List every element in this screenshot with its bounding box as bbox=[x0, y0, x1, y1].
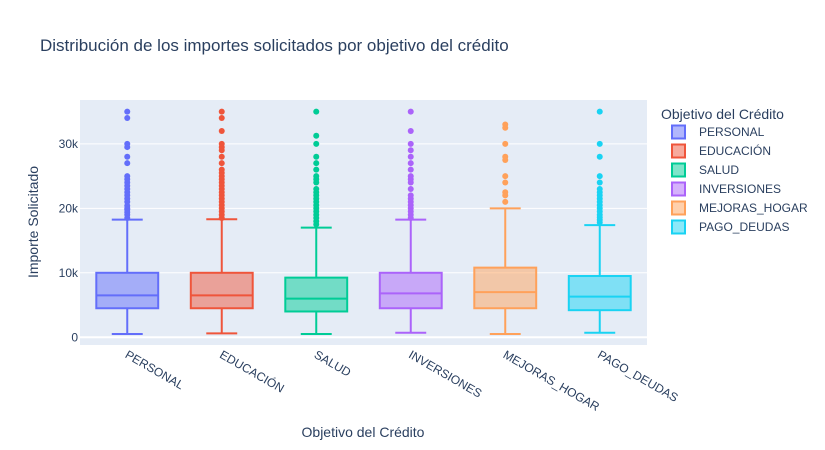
outlier-point[interactable] bbox=[502, 189, 509, 196]
box-salud[interactable] bbox=[284, 108, 349, 336]
y-tick-label: 30k bbox=[59, 137, 79, 151]
outlier-point[interactable] bbox=[218, 140, 225, 147]
y-tick-label: 20k bbox=[59, 201, 79, 215]
outlier-point[interactable] bbox=[124, 115, 131, 122]
outlier-point[interactable] bbox=[218, 115, 225, 122]
legend-item-salud[interactable]: SALUD bbox=[671, 162, 739, 178]
outlier-point[interactable] bbox=[407, 147, 414, 154]
iqr-box[interactable] bbox=[473, 266, 538, 310]
outlier-point[interactable] bbox=[502, 153, 509, 160]
y-tick-labels: 0 10k 20k 30k bbox=[59, 137, 79, 344]
y-axis-title: Importe Solicitado bbox=[25, 166, 41, 278]
iqr-box[interactable] bbox=[378, 271, 443, 310]
outlier-point[interactable] bbox=[596, 185, 603, 192]
outlier-point[interactable] bbox=[124, 173, 131, 180]
box-pago-deudas[interactable] bbox=[567, 108, 632, 334]
legend-label: SALUD bbox=[699, 163, 739, 177]
outlier-point[interactable] bbox=[502, 198, 509, 205]
outlier-point[interactable] bbox=[596, 140, 603, 147]
legend-item-inversiones[interactable]: INVERSIONES bbox=[671, 181, 781, 197]
outlier-point[interactable] bbox=[124, 140, 131, 147]
outlier-point[interactable] bbox=[407, 185, 414, 192]
box-educación[interactable] bbox=[189, 108, 254, 335]
outlier-point[interactable] bbox=[218, 166, 225, 173]
outlier-point[interactable] bbox=[407, 140, 414, 147]
outlier-point[interactable] bbox=[596, 108, 603, 115]
y-tick-label: 10k bbox=[59, 266, 79, 280]
outlier-point[interactable] bbox=[407, 160, 414, 167]
legend-swatch bbox=[671, 181, 686, 197]
legend-item-personal[interactable]: PERSONAL bbox=[671, 124, 765, 140]
x-axis-title: Objetivo del Crédito bbox=[302, 424, 425, 440]
outlier-point[interactable] bbox=[596, 179, 603, 186]
outlier-point[interactable] bbox=[313, 140, 320, 147]
outlier-point[interactable] bbox=[218, 108, 225, 115]
outlier-point[interactable] bbox=[313, 185, 320, 192]
legend[interactable]: PERSONAL EDUCACIÓN SALUD INVERSIONES MEJORAS… bbox=[671, 124, 808, 235]
legend-label: EDUCACIÓN bbox=[699, 143, 771, 158]
outlier-point[interactable] bbox=[502, 140, 509, 147]
iqr-box[interactable] bbox=[284, 276, 349, 313]
outlier-point[interactable] bbox=[313, 153, 320, 160]
legend-swatch bbox=[671, 143, 686, 159]
legend-label: INVERSIONES bbox=[699, 182, 781, 196]
outlier-point[interactable] bbox=[124, 160, 131, 167]
outlier-point[interactable] bbox=[407, 173, 414, 180]
y-tick-label: 0 bbox=[71, 330, 78, 344]
iqr-box[interactable] bbox=[95, 271, 160, 310]
plot-area bbox=[80, 100, 647, 345]
legend-item-pago-deudas[interactable]: PAGO_DEUDAS bbox=[671, 219, 789, 235]
outlier-point[interactable] bbox=[502, 179, 509, 186]
box-personal[interactable] bbox=[95, 108, 160, 336]
outlier-point[interactable] bbox=[313, 160, 320, 167]
box-inversiones[interactable] bbox=[378, 108, 443, 334]
outlier-point[interactable] bbox=[502, 121, 509, 128]
outlier-point[interactable] bbox=[313, 108, 320, 115]
legend-title: Objetivo del Crédito bbox=[661, 106, 784, 122]
iqr-box[interactable] bbox=[567, 275, 632, 312]
legend-label: MEJORAS_HOGAR bbox=[699, 201, 808, 215]
outlier-point[interactable] bbox=[407, 153, 414, 160]
outlier-point[interactable] bbox=[124, 108, 131, 115]
legend-item-mejoras-hogar[interactable]: MEJORAS_HOGAR bbox=[671, 200, 808, 216]
outlier-point[interactable] bbox=[596, 173, 603, 180]
legend-item-educación[interactable]: EDUCACIÓN bbox=[671, 143, 771, 159]
outlier-point[interactable] bbox=[218, 127, 225, 134]
outlier-point[interactable] bbox=[596, 153, 603, 160]
legend-swatch bbox=[671, 124, 686, 140]
box-series bbox=[95, 108, 632, 336]
outlier-point[interactable] bbox=[313, 173, 320, 180]
legend-label: PERSONAL bbox=[699, 125, 765, 139]
legend-swatch bbox=[671, 219, 686, 235]
outlier-point[interactable] bbox=[218, 153, 225, 160]
iqr-box[interactable] bbox=[189, 271, 254, 310]
outlier-point[interactable] bbox=[407, 108, 414, 115]
legend-label: PAGO_DEUDAS bbox=[699, 220, 789, 234]
outlier-point[interactable] bbox=[502, 173, 509, 180]
chart-title: Distribución de los importes solicitados… bbox=[40, 36, 509, 55]
legend-swatch bbox=[671, 162, 686, 178]
box-mejoras-hogar[interactable] bbox=[473, 121, 538, 336]
legend-swatch bbox=[671, 200, 686, 216]
outlier-point[interactable] bbox=[407, 127, 414, 134]
y-gridlines bbox=[80, 143, 647, 339]
outlier-point[interactable] bbox=[407, 192, 414, 199]
outlier-point[interactable] bbox=[313, 166, 320, 173]
outlier-point[interactable] bbox=[124, 153, 131, 160]
outlier-point[interactable] bbox=[218, 160, 225, 167]
outlier-point[interactable] bbox=[313, 132, 320, 139]
outlier-point[interactable] bbox=[407, 166, 414, 173]
